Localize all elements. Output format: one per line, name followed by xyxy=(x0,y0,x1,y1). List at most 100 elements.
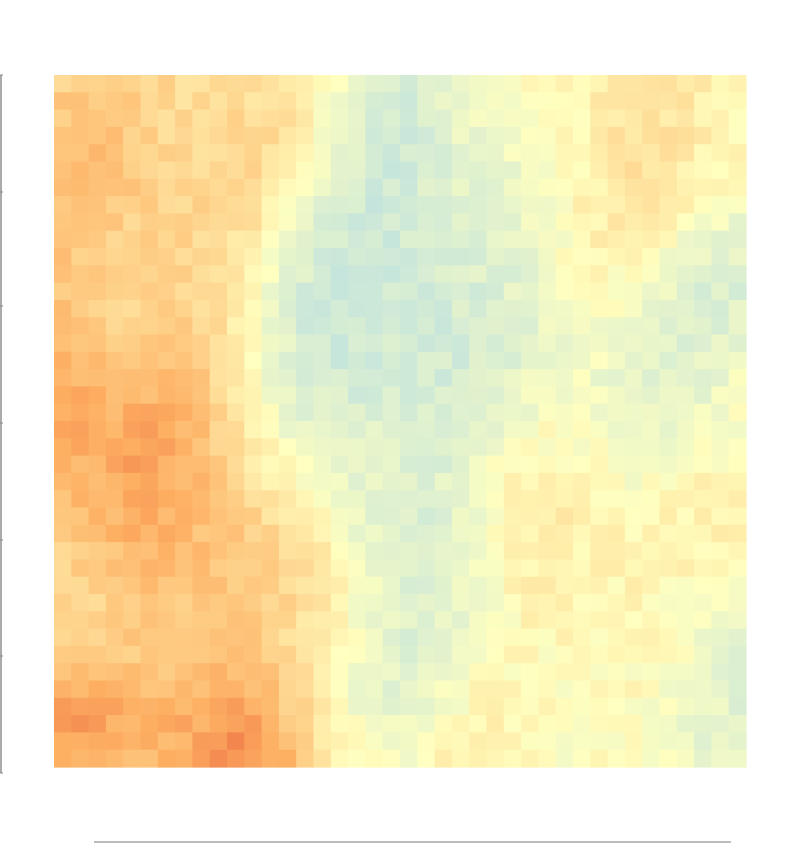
heatmap-cell xyxy=(434,75,453,93)
heatmap-cell xyxy=(382,663,401,682)
heatmap-cell xyxy=(227,196,245,214)
heatmap-cell xyxy=(157,144,176,163)
heatmap-cell xyxy=(365,455,384,474)
heatmap-cell xyxy=(244,490,263,509)
heatmap-cell xyxy=(607,230,626,249)
heatmap-cell xyxy=(313,576,332,595)
heatmap-cell xyxy=(521,213,539,232)
heatmap-cell xyxy=(105,576,124,595)
heatmap-cell xyxy=(417,92,436,111)
heatmap-cell xyxy=(244,126,263,145)
heatmap-cell xyxy=(88,230,107,249)
heatmap-cell xyxy=(296,369,315,387)
heatmap-cell xyxy=(71,178,90,197)
heatmap-cell xyxy=(486,732,505,751)
heatmap-cell xyxy=(105,490,124,509)
heatmap-cell xyxy=(140,178,159,197)
heatmap-cell xyxy=(607,611,626,630)
heatmap-cell xyxy=(88,351,107,370)
heatmap-cell xyxy=(503,282,522,301)
heatmap-cell xyxy=(382,282,401,301)
heatmap-cell xyxy=(244,351,263,370)
heatmap-cell xyxy=(555,317,574,336)
heatmap-cell xyxy=(365,594,384,612)
heatmap-cell xyxy=(71,715,90,733)
heatmap-cell xyxy=(624,248,643,266)
heatmap-cell xyxy=(417,248,436,266)
heatmap-cell xyxy=(365,317,384,336)
heatmap-cell xyxy=(400,680,418,699)
heatmap-cell xyxy=(105,248,124,266)
heatmap-cell xyxy=(140,317,159,336)
heatmap-cell xyxy=(54,421,72,439)
heatmap-cell xyxy=(192,490,211,509)
heatmap-cell xyxy=(175,524,193,543)
heatmap-cell xyxy=(227,126,245,145)
heatmap-cell xyxy=(244,92,263,111)
heatmap-cell xyxy=(503,663,522,682)
heatmap-cell xyxy=(642,178,661,197)
heatmap-cell xyxy=(624,299,643,318)
heatmap-cell xyxy=(175,351,193,370)
heatmap-cell xyxy=(227,403,245,422)
heatmap-cell xyxy=(555,144,574,163)
heatmap-cell xyxy=(192,334,211,353)
heatmap-cell xyxy=(313,92,332,111)
heatmap-cell xyxy=(140,472,159,491)
heatmap-cell xyxy=(123,109,142,128)
heatmap-cell xyxy=(278,75,297,93)
heatmap-cell xyxy=(54,697,72,716)
heatmap-cell xyxy=(140,369,159,387)
heatmap-cell xyxy=(365,749,384,768)
heatmap-cell xyxy=(503,438,522,457)
heatmap-cell xyxy=(140,594,159,612)
heatmap-cell xyxy=(469,697,488,716)
heatmap-cell xyxy=(278,196,297,214)
heatmap-cell xyxy=(538,403,557,422)
heatmap-cell xyxy=(642,542,661,560)
heatmap-cell xyxy=(624,75,643,93)
heatmap-cell xyxy=(486,490,505,509)
heatmap-cell xyxy=(209,178,228,197)
heatmap-cell xyxy=(313,282,332,301)
heatmap-cell xyxy=(71,576,90,595)
heatmap-cell xyxy=(382,559,401,578)
heatmap-cell xyxy=(365,126,384,145)
heatmap-cell xyxy=(728,749,747,768)
heatmap-cell xyxy=(296,680,315,699)
heatmap-cell xyxy=(365,75,384,93)
heatmap-cell xyxy=(209,680,228,699)
heatmap-cell xyxy=(694,645,712,664)
heatmap-cell xyxy=(330,421,349,439)
heatmap-cell xyxy=(175,715,193,733)
heatmap-cell xyxy=(192,126,211,145)
heatmap-cell xyxy=(348,75,366,93)
heatmap-cell xyxy=(590,351,609,370)
heatmap-cell xyxy=(71,213,90,232)
heatmap-cell xyxy=(400,628,418,647)
heatmap-cell xyxy=(157,715,176,733)
heatmap-cell xyxy=(590,403,609,422)
heatmap-cell xyxy=(728,75,747,93)
heatmap-cell xyxy=(486,213,505,232)
heatmap-cell xyxy=(624,369,643,387)
heatmap-cell xyxy=(486,230,505,249)
heatmap-cell xyxy=(451,109,470,128)
heatmap-cell xyxy=(278,282,297,301)
heatmap-cell xyxy=(590,126,609,145)
heatmap-cell xyxy=(590,438,609,457)
heatmap-cell xyxy=(417,628,436,647)
heatmap-cell xyxy=(607,421,626,439)
heatmap-cell xyxy=(659,178,678,197)
heatmap-cell xyxy=(451,472,470,491)
heatmap-cell xyxy=(157,92,176,111)
heatmap-cell xyxy=(521,109,539,128)
heatmap-cell xyxy=(313,230,332,249)
heatmap-cell xyxy=(348,334,366,353)
heatmap-cell xyxy=(434,92,453,111)
heatmap-cell xyxy=(54,507,72,526)
heatmap-cell xyxy=(711,507,730,526)
heatmap-cell xyxy=(590,75,609,93)
heatmap-cell xyxy=(711,749,730,768)
heatmap-cell xyxy=(659,213,678,232)
